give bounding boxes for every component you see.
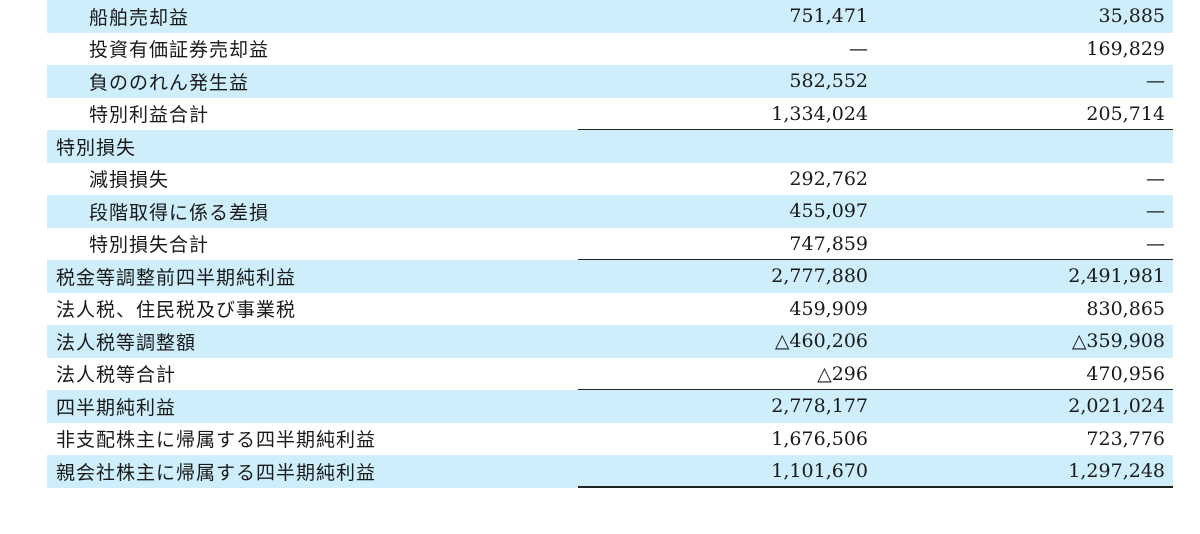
value-current-period: 1,676,506 xyxy=(771,427,868,450)
value-current-period: 455,097 xyxy=(789,200,868,223)
table-row: 船舶売却益 751,471 35,885 xyxy=(47,0,1173,33)
table-row: 親会社株主に帰属する四半期純利益 1,101,670 1,297,248 xyxy=(47,455,1173,488)
table-row: 負ののれん発生益 582,552 — xyxy=(47,65,1173,98)
value-current-period: 751,471 xyxy=(789,5,868,28)
table-row: 特別利益合計 1,334,024 205,714 xyxy=(47,98,1173,130)
value-current-period: 1,334,024 xyxy=(771,102,868,125)
value-prior-period xyxy=(915,130,1165,163)
value-prior-period: 2,491,981 xyxy=(1068,265,1165,288)
table-row: 法人税等調整額 △460,206 △359,908 xyxy=(47,325,1173,358)
total-underline xyxy=(578,486,868,488)
value-current-period: 2,778,177 xyxy=(771,395,868,418)
value-current-period xyxy=(618,130,868,163)
value-prior-period: 169,829 xyxy=(1086,37,1165,60)
row-label: 法人税、住民税及び事業税 xyxy=(56,299,297,322)
income-statement-table: 船舶売却益 751,471 35,885 投資有価証券売却益 — 169,829 負ののれん… xyxy=(47,0,1173,488)
value-current-period: 2,777,880 xyxy=(771,265,868,288)
row-label: 法人税等調整額 xyxy=(56,331,197,354)
value-prior-period: 830,865 xyxy=(1086,297,1165,320)
row-label: 減損損失 xyxy=(89,169,170,192)
value-prior-period: 205,714 xyxy=(1086,102,1165,125)
value-current-period: — xyxy=(849,37,868,60)
value-prior-period: 2,021,024 xyxy=(1068,395,1165,418)
value-current-period: 582,552 xyxy=(789,70,868,93)
row-label: 非支配株主に帰属する四半期純利益 xyxy=(56,429,377,452)
total-underline xyxy=(868,258,1173,260)
total-underline xyxy=(578,258,868,260)
row-label: 段階取得に係る差損 xyxy=(89,201,270,224)
row-label: 負ののれん発生益 xyxy=(89,71,250,94)
row-label: 投資有価証券売却益 xyxy=(89,39,270,62)
total-underline xyxy=(868,128,1173,130)
value-prior-period: 1,297,248 xyxy=(1068,460,1165,483)
row-label: 法人税等合計 xyxy=(56,364,177,387)
row-label: 船舶売却益 xyxy=(89,6,190,29)
total-underline xyxy=(868,388,1173,390)
table-row: 特別損失合計 747,859 — xyxy=(47,228,1173,260)
table-row: 非支配株主に帰属する四半期純利益 1,676,506 723,776 xyxy=(47,423,1173,456)
value-current-period: 1,101,670 xyxy=(771,460,868,483)
value-current-period: △296 xyxy=(817,362,868,385)
value-prior-period: — xyxy=(1146,167,1165,190)
table-row: 四半期純利益 2,778,177 2,021,024 xyxy=(47,390,1173,423)
table-row: 法人税、住民税及び事業税 459,909 830,865 xyxy=(47,293,1173,326)
value-prior-period: 470,956 xyxy=(1086,362,1165,385)
value-prior-period: — xyxy=(1146,200,1165,223)
value-prior-period: 723,776 xyxy=(1086,427,1165,450)
total-underline xyxy=(578,388,868,390)
table-row: 法人税等合計 △296 470,956 xyxy=(47,358,1173,390)
value-current-period: 747,859 xyxy=(789,232,868,255)
row-label: 特別損失合計 xyxy=(89,234,210,257)
row-label: 特別利益合計 xyxy=(89,104,210,127)
total-underline xyxy=(868,486,1173,488)
value-current-period: 459,909 xyxy=(789,297,868,320)
value-prior-period: — xyxy=(1146,232,1165,255)
value-current-period: 292,762 xyxy=(789,167,868,190)
total-underline xyxy=(578,128,868,130)
table-row: 段階取得に係る差損 455,097 — xyxy=(47,195,1173,228)
table-row: 特別損失 xyxy=(47,130,1173,163)
table-row: 税金等調整前四半期純利益 2,777,880 2,491,981 xyxy=(47,260,1173,293)
row-label: 税金等調整前四半期純利益 xyxy=(56,266,297,289)
row-label: 四半期純利益 xyxy=(56,396,177,419)
row-label: 特別損失 xyxy=(56,136,137,159)
value-prior-period: 35,885 xyxy=(1098,5,1165,28)
table-row: 投資有価証券売却益 — 169,829 xyxy=(47,33,1173,66)
value-current-period: △460,206 xyxy=(774,330,868,353)
value-prior-period: — xyxy=(1146,70,1165,93)
table-row: 減損損失 292,762 — xyxy=(47,163,1173,196)
row-label: 親会社株主に帰属する四半期純利益 xyxy=(56,461,377,484)
value-prior-period: △359,908 xyxy=(1071,330,1165,353)
